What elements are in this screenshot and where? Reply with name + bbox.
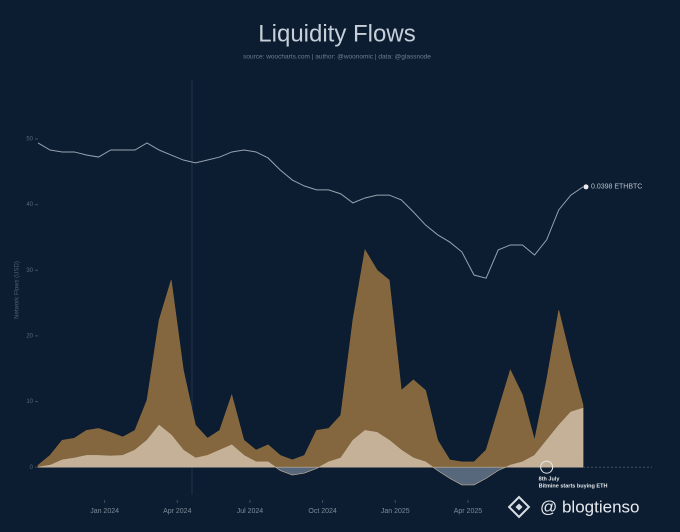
x-tick-label: Apr 2025 <box>454 508 483 515</box>
y-tick-label: 40 <box>26 202 33 208</box>
y-tick-label: 10 <box>26 399 33 405</box>
x-tick-label: Oct 2024 <box>308 508 337 515</box>
y-tick-label: 0 <box>30 465 34 471</box>
chart-title: Liquidity Flows <box>258 20 415 47</box>
y-tick-label: 30 <box>26 268 33 274</box>
area <box>37 249 584 468</box>
x-tick-label: Jan 2025 <box>381 508 410 515</box>
chart-subtitle: source: woocharts.com | author: @woonomi… <box>243 54 431 61</box>
y-tick-label: 50 <box>26 137 33 143</box>
line <box>37 142 584 279</box>
annotation-marker <box>540 460 554 474</box>
plot-area: 0 10 20 30 40 50 Jan 2024 Apr 2024 Jul 2024 Oct 2… <box>26 137 652 515</box>
x-tick-label: Jan 2024 <box>90 508 119 515</box>
area <box>37 407 584 486</box>
watermark-logo <box>507 495 531 519</box>
x-tick-label: Apr 2024 <box>163 508 192 515</box>
end-point <box>583 184 589 190</box>
watermark: @ blogtienso <box>540 497 640 516</box>
y-tick-label: 20 <box>26 333 33 339</box>
annotation-text: Bitmine starts buying ETH <box>539 484 608 490</box>
y-axis-label: Network Flows (USD) <box>15 261 21 319</box>
end-label: 0.0398 ETHBTC <box>591 184 642 191</box>
x-tick-label: Jul 2024 <box>237 508 264 515</box>
annotation-title: 8th July <box>539 477 561 483</box>
